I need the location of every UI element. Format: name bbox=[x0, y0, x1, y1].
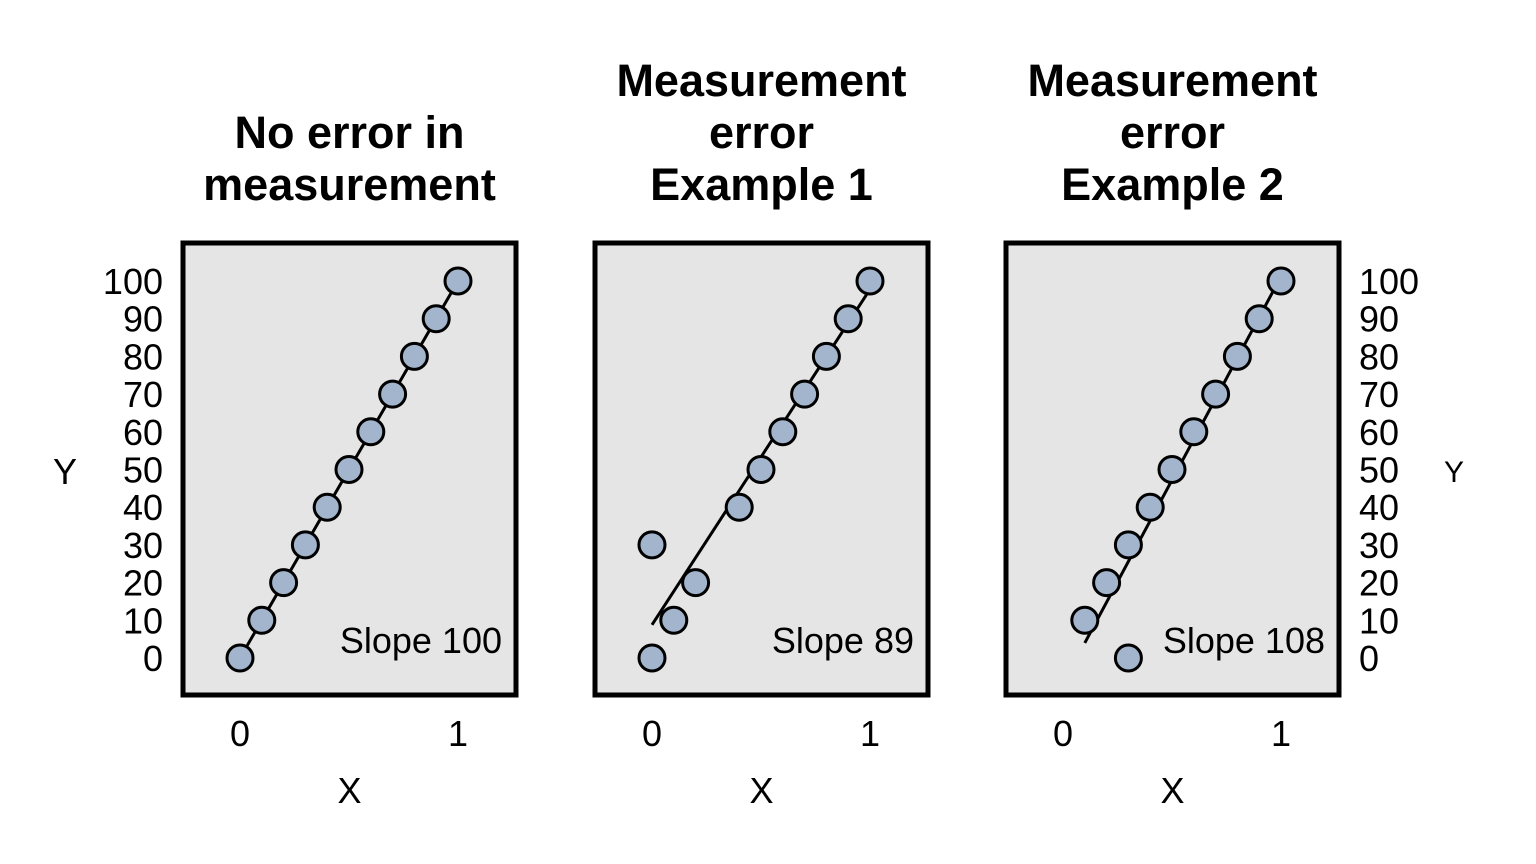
panel-2-x-tick-label: 0 bbox=[642, 713, 662, 754]
panel-3-point bbox=[1222, 341, 1252, 371]
panel-3-y-tick-label: 60 bbox=[1359, 412, 1399, 453]
panel-3-y-tick-label: 90 bbox=[1359, 299, 1399, 340]
panel-3-y-axis-label: Y bbox=[1444, 456, 1464, 489]
panel-1-slope-label: Slope 100 bbox=[340, 620, 502, 661]
panel-1-point bbox=[290, 530, 320, 560]
panel-2-point bbox=[659, 605, 689, 635]
panel-3-slope-label: Slope 108 bbox=[1163, 620, 1325, 661]
panel-3-y-tick-label: 50 bbox=[1359, 450, 1399, 491]
panel-3-y-tick-label: 10 bbox=[1359, 600, 1399, 641]
panel-1-point bbox=[312, 492, 342, 522]
panel-1-y-tick-label: 30 bbox=[123, 525, 163, 566]
panel-2-point bbox=[637, 643, 667, 673]
panel-2-x-tick-label: 1 bbox=[860, 713, 880, 754]
panel-1-x-tick-label: 0 bbox=[230, 713, 250, 754]
panel-3-y-tick-label: 20 bbox=[1359, 563, 1399, 604]
panel-3-x-axis-label: X bbox=[1160, 770, 1184, 811]
panel-3-y-tick-label: 30 bbox=[1359, 525, 1399, 566]
panel-2-point bbox=[790, 379, 820, 409]
panel-1-title-line: No error in bbox=[234, 107, 464, 158]
panel-2-title-line: error bbox=[709, 107, 814, 158]
panel-1-y-tick-label: 90 bbox=[123, 299, 163, 340]
panel-3-point bbox=[1070, 605, 1100, 635]
panel-2-x-axis-label: X bbox=[749, 770, 773, 811]
panel-2-point bbox=[768, 417, 798, 447]
panel-3-y-tick-label: 70 bbox=[1359, 374, 1399, 415]
panel-2-point bbox=[833, 304, 863, 334]
panel-2-point bbox=[746, 455, 776, 484]
panel-3-title-line: Measurement bbox=[1027, 55, 1317, 106]
panel-3-point bbox=[1092, 568, 1122, 598]
panel-1-point bbox=[378, 379, 408, 409]
panel-3-x-tick-label: 1 bbox=[1271, 713, 1291, 754]
panel-1-point bbox=[247, 605, 277, 635]
panel-1-y-tick-label: 70 bbox=[123, 374, 163, 415]
panel-3-point bbox=[1135, 492, 1165, 522]
panel-1-x-axis-label: X bbox=[337, 770, 361, 811]
panel-3-title-line: Example 2 bbox=[1061, 159, 1284, 210]
panel-3-point bbox=[1266, 266, 1296, 296]
panel-1-y-tick-label: 40 bbox=[123, 487, 163, 528]
panel-2-point bbox=[855, 266, 885, 296]
panel-2-point bbox=[681, 568, 711, 598]
panel-1-point bbox=[269, 568, 299, 598]
panel-3-y-tick-label: 80 bbox=[1359, 336, 1399, 377]
panel-2-title-line: Measurement bbox=[616, 55, 906, 106]
panel-2-point bbox=[811, 341, 841, 371]
panel-2-point bbox=[724, 492, 754, 522]
panel-1-y-tick-label: 60 bbox=[123, 412, 163, 453]
panel-3-point bbox=[1157, 455, 1187, 484]
panel-1-point bbox=[356, 417, 386, 447]
panel-3-y-tick-label: 100 bbox=[1359, 261, 1419, 302]
panel-1-y-tick-label: 100 bbox=[103, 261, 163, 302]
panel-1-y-axis-label: Y bbox=[53, 451, 77, 492]
panel-1-point bbox=[421, 304, 451, 334]
panel-3-point bbox=[1201, 379, 1231, 409]
panel-3-title-line: error bbox=[1120, 107, 1225, 158]
panel-1-point bbox=[334, 455, 364, 484]
panel-3-y-tick-label: 0 bbox=[1359, 638, 1379, 679]
panel-2-slope-label: Slope 89 bbox=[772, 620, 914, 661]
panel-3-point bbox=[1113, 530, 1143, 560]
panel-1-y-tick-label: 50 bbox=[123, 450, 163, 491]
panel-3-y-tick-label: 40 bbox=[1359, 487, 1399, 528]
panel-1-y-tick-label: 20 bbox=[123, 563, 163, 604]
panel-1-y-tick-label: 10 bbox=[123, 600, 163, 641]
panel-3-x-tick-label: 0 bbox=[1053, 713, 1073, 754]
panel-3-point bbox=[1179, 417, 1209, 447]
panel-1-point bbox=[225, 643, 255, 673]
panel-1-point bbox=[443, 266, 473, 296]
panel-2-point bbox=[637, 530, 667, 560]
panel-1-title-line: measurement bbox=[203, 159, 496, 210]
panel-1-y-tick-label: 0 bbox=[143, 638, 163, 679]
panel-1-x-tick-label: 1 bbox=[448, 713, 468, 754]
panel-3-point bbox=[1244, 304, 1274, 334]
panel-2-title-line: Example 1 bbox=[650, 159, 873, 210]
panel-1-point bbox=[399, 341, 429, 371]
panel-1-y-tick-label: 80 bbox=[123, 336, 163, 377]
panel-3-point bbox=[1113, 643, 1143, 673]
